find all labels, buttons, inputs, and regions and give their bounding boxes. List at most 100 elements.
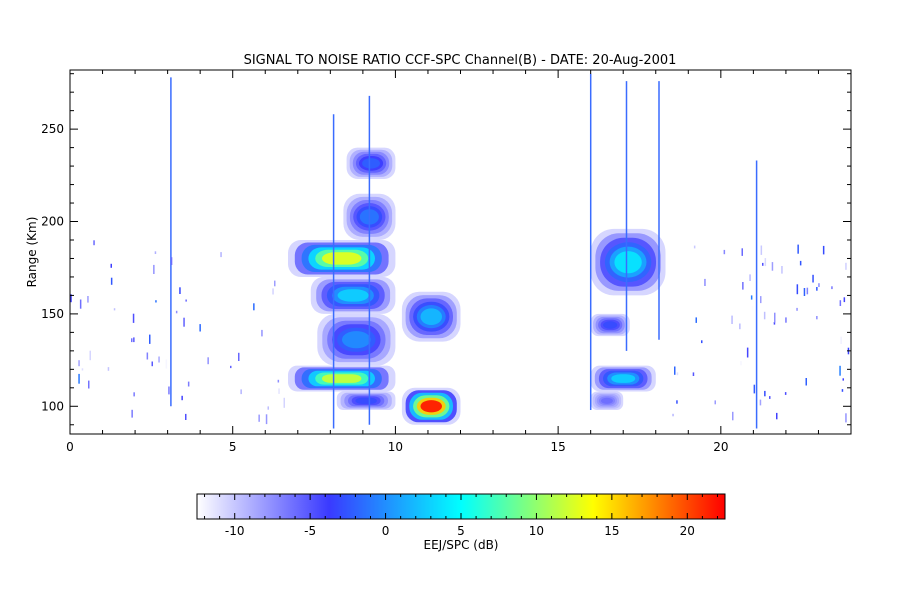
echo-point bbox=[806, 287, 809, 295]
echo-layer bbox=[355, 397, 377, 404]
plot-area bbox=[288, 147, 666, 425]
y-tick-label: 150 bbox=[41, 307, 64, 321]
echo-point bbox=[107, 367, 110, 371]
echo-point bbox=[816, 316, 818, 320]
echo-point bbox=[113, 308, 116, 311]
x-tick-label: 15 bbox=[550, 440, 565, 454]
echo-point bbox=[283, 397, 285, 408]
echo-point bbox=[741, 248, 743, 256]
echo-point bbox=[845, 262, 847, 270]
echo-point bbox=[168, 386, 170, 395]
echo-point bbox=[110, 263, 112, 268]
x-tick-label: 0 bbox=[66, 440, 74, 454]
echo-point bbox=[764, 390, 766, 397]
echo-point bbox=[110, 277, 113, 285]
echo-point bbox=[803, 288, 806, 296]
echo-point bbox=[764, 258, 767, 267]
echo-layer bbox=[337, 289, 369, 302]
echo-point bbox=[714, 400, 716, 405]
echo-point bbox=[842, 378, 844, 381]
echo-point bbox=[771, 262, 774, 271]
echo-region bbox=[346, 147, 396, 179]
echo-region bbox=[401, 291, 461, 342]
echo-point bbox=[763, 311, 766, 320]
colorbar-tick-label: 15 bbox=[604, 524, 619, 538]
echo-point bbox=[773, 322, 776, 325]
echo-point bbox=[785, 317, 787, 323]
echo-point bbox=[170, 257, 173, 265]
echo-point bbox=[183, 317, 185, 327]
echo-point bbox=[799, 260, 802, 266]
echo-point bbox=[253, 303, 255, 311]
echo-point bbox=[693, 245, 696, 249]
echo-point bbox=[841, 389, 844, 392]
echo-point bbox=[155, 300, 157, 303]
echo-point bbox=[185, 299, 187, 302]
echo-layer bbox=[322, 374, 362, 383]
echo-point bbox=[207, 357, 209, 365]
echo-point bbox=[751, 306, 754, 311]
echo-layer bbox=[322, 252, 362, 265]
y-tick-label: 100 bbox=[41, 399, 64, 413]
sparse-echo-points bbox=[70, 240, 850, 425]
echo-point bbox=[831, 286, 833, 290]
echo-point bbox=[774, 312, 776, 323]
plot-frame bbox=[69, 69, 852, 435]
echo-point bbox=[746, 347, 749, 358]
echo-point bbox=[676, 400, 678, 404]
x-tick-label: 5 bbox=[229, 440, 237, 454]
echo-point bbox=[760, 245, 763, 255]
echo-point bbox=[796, 284, 799, 295]
x-tick-label: 20 bbox=[713, 440, 728, 454]
y-axis-ticks: 100 150 200 250 bbox=[41, 73, 851, 426]
echo-region bbox=[401, 387, 461, 425]
echo-point bbox=[78, 360, 80, 367]
echo-point bbox=[723, 249, 726, 255]
echo-point bbox=[175, 310, 178, 314]
echo-point bbox=[816, 287, 818, 291]
echo-point bbox=[742, 282, 744, 290]
echo-layer bbox=[420, 400, 442, 413]
colorbar-tick-label: 0 bbox=[382, 524, 390, 538]
echo-point bbox=[81, 368, 84, 371]
echo-point bbox=[749, 274, 751, 281]
y-tick-label: 250 bbox=[41, 122, 64, 136]
echo-point bbox=[89, 350, 91, 361]
echo-layer bbox=[611, 374, 636, 383]
echo-point bbox=[149, 334, 151, 344]
colorbar-tick-label: 5 bbox=[457, 524, 465, 538]
echo-point bbox=[199, 324, 201, 332]
echo-point bbox=[805, 378, 807, 386]
echo-point bbox=[240, 389, 242, 395]
echo-point bbox=[732, 411, 734, 421]
echo-point bbox=[78, 373, 80, 384]
echo-layer bbox=[362, 158, 380, 169]
echo-layer bbox=[420, 308, 442, 325]
echo-point bbox=[70, 294, 72, 303]
colorbar-ticks: -10 -5 0 5 10 15 20 bbox=[204, 494, 718, 538]
echo-point bbox=[153, 264, 155, 274]
echo-point bbox=[230, 365, 232, 369]
echo-point bbox=[151, 361, 153, 367]
echo-point bbox=[165, 359, 168, 369]
echo-point bbox=[278, 388, 280, 394]
echo-point bbox=[154, 251, 157, 254]
echo-region bbox=[590, 391, 624, 410]
echo-point bbox=[185, 413, 187, 420]
colorbar-tick-label: -10 bbox=[225, 524, 245, 538]
echo-region bbox=[590, 313, 630, 337]
echo-point bbox=[274, 280, 276, 287]
echo-point bbox=[843, 297, 846, 303]
echo-point bbox=[812, 274, 814, 283]
echo-point bbox=[750, 295, 753, 300]
y-tick-label: 200 bbox=[41, 215, 64, 229]
echo-point bbox=[238, 352, 240, 361]
echo-point bbox=[179, 287, 181, 294]
vertical-streaks bbox=[170, 73, 758, 429]
echo-point bbox=[133, 337, 135, 343]
echo-point bbox=[739, 323, 741, 330]
colorbar-label: EEJ/SPC (dB) bbox=[423, 538, 498, 552]
colorbar-tick-label: -5 bbox=[304, 524, 316, 538]
echo-point bbox=[776, 412, 778, 420]
